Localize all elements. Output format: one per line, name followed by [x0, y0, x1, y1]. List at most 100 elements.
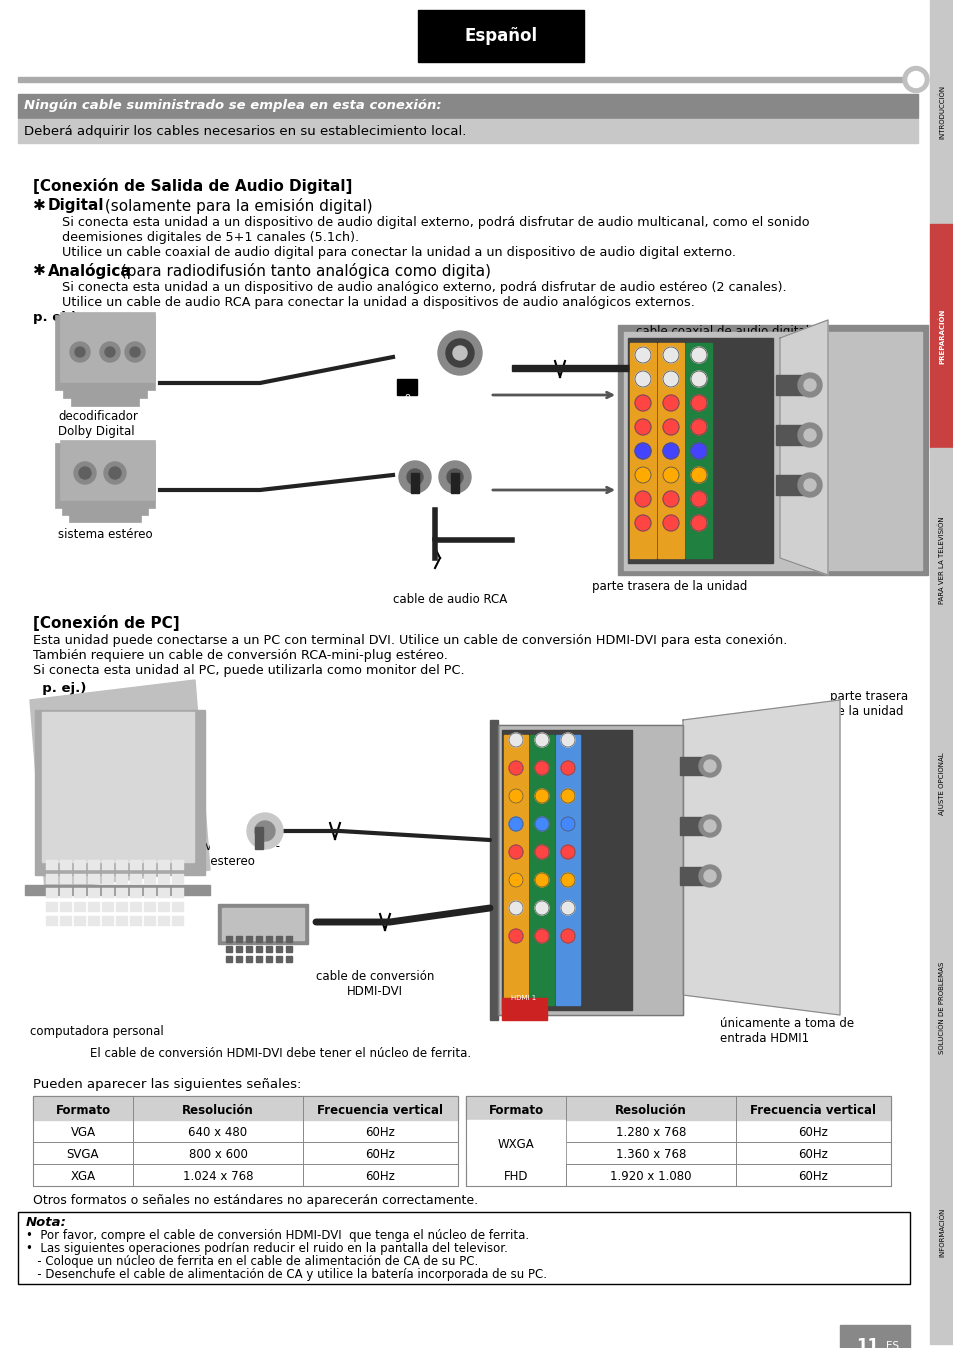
- Bar: [158, 888, 170, 898]
- Text: 60Hz: 60Hz: [798, 1127, 827, 1139]
- Bar: [60, 917, 71, 926]
- Bar: [172, 902, 184, 913]
- Bar: [33, 1096, 457, 1120]
- Text: [Conexión de Salida de Audio Digital]: [Conexión de Salida de Audio Digital]: [33, 178, 352, 194]
- Bar: [286, 946, 292, 952]
- Bar: [130, 917, 142, 926]
- Bar: [74, 860, 86, 869]
- Text: 11: 11: [856, 1337, 879, 1348]
- Circle shape: [662, 371, 679, 387]
- Circle shape: [75, 346, 85, 357]
- Circle shape: [560, 874, 575, 887]
- Bar: [102, 888, 113, 898]
- Circle shape: [690, 491, 706, 507]
- Bar: [266, 956, 272, 962]
- Bar: [172, 874, 184, 884]
- Circle shape: [104, 462, 126, 484]
- Text: - Coloque un núcleo de ferrita en el cable de alimentación de CA de su PC.: - Coloque un núcleo de ferrita en el cab…: [26, 1255, 477, 1268]
- Text: cable de audio RCA: cable de audio RCA: [393, 593, 507, 607]
- Bar: [623, 332, 921, 570]
- Text: Nota:: Nota:: [26, 1216, 67, 1229]
- Bar: [497, 725, 682, 1015]
- Text: computadora personal: computadora personal: [30, 1024, 164, 1038]
- Bar: [74, 874, 86, 884]
- Circle shape: [703, 820, 716, 832]
- Circle shape: [560, 929, 575, 944]
- Text: Formato: Formato: [55, 1104, 111, 1116]
- Text: Deberá adquirir los cables necesarios en su establecimiento local.: Deberá adquirir los cables necesarios en…: [24, 124, 466, 137]
- Bar: [275, 946, 282, 952]
- Circle shape: [907, 71, 923, 88]
- Text: 60Hz: 60Hz: [798, 1170, 827, 1184]
- Text: 1.280 x 768: 1.280 x 768: [616, 1127, 685, 1139]
- Text: cable de conversión RCA-
miniplug estéreo: cable de conversión RCA- miniplug estére…: [130, 840, 280, 868]
- Circle shape: [803, 479, 815, 491]
- Bar: [679, 867, 709, 886]
- Text: WXGA: WXGA: [497, 1138, 534, 1150]
- Bar: [42, 712, 193, 861]
- Bar: [60, 888, 71, 898]
- Bar: [130, 888, 142, 898]
- Text: 1.024 x 768: 1.024 x 768: [183, 1170, 253, 1184]
- Circle shape: [398, 461, 431, 493]
- Bar: [929, 673, 953, 896]
- Bar: [74, 917, 86, 926]
- Bar: [512, 365, 629, 371]
- Bar: [172, 860, 184, 869]
- Circle shape: [509, 874, 522, 887]
- Bar: [775, 375, 810, 395]
- Bar: [62, 450, 148, 515]
- Bar: [556, 735, 579, 1006]
- Text: parte trasera
de la unidad: parte trasera de la unidad: [829, 690, 907, 718]
- Text: Otros formatos o señales no estándares no aparecerán correctamente.: Otros formatos o señales no estándares n…: [33, 1194, 477, 1206]
- Bar: [46, 860, 58, 869]
- Text: o: o: [404, 392, 410, 402]
- Circle shape: [109, 466, 121, 479]
- Bar: [102, 917, 113, 926]
- Bar: [144, 888, 156, 898]
- Bar: [35, 710, 205, 875]
- Text: 1.360 x 768: 1.360 x 768: [616, 1148, 685, 1162]
- Circle shape: [447, 469, 462, 485]
- Text: PARA VER LA TELEVISIÓN: PARA VER LA TELEVISIÓN: [938, 516, 944, 604]
- Bar: [25, 886, 210, 895]
- Text: HDMI 1: HDMI 1: [511, 995, 536, 1002]
- Bar: [88, 874, 100, 884]
- Text: Digital: Digital: [48, 198, 105, 213]
- Bar: [116, 888, 128, 898]
- Bar: [88, 917, 100, 926]
- Bar: [929, 448, 953, 673]
- Bar: [417, 9, 583, 62]
- Bar: [255, 956, 262, 962]
- Bar: [172, 888, 184, 898]
- Bar: [246, 936, 252, 942]
- Circle shape: [902, 66, 928, 93]
- Circle shape: [635, 346, 650, 363]
- Bar: [158, 902, 170, 913]
- Circle shape: [635, 443, 650, 460]
- Circle shape: [662, 515, 679, 531]
- Bar: [46, 874, 58, 884]
- Circle shape: [70, 342, 90, 363]
- Bar: [929, 224, 953, 448]
- Circle shape: [703, 760, 716, 772]
- Bar: [46, 902, 58, 913]
- Circle shape: [437, 332, 481, 375]
- Text: sistema estéreo: sistema estéreo: [58, 528, 152, 541]
- Bar: [465, 1096, 890, 1186]
- Bar: [393, 319, 482, 386]
- Circle shape: [453, 346, 467, 360]
- Text: (para radiodifusión tanto analógica como digita): (para radiodifusión tanto analógica como…: [116, 263, 491, 279]
- Bar: [246, 956, 252, 962]
- Circle shape: [662, 491, 679, 507]
- Bar: [18, 119, 917, 143]
- Text: Si conecta esta unidad a un dispositivo de audio digital externo, podrá disfruta: Si conecta esta unidad a un dispositivo …: [62, 216, 809, 229]
- Circle shape: [254, 821, 274, 841]
- Bar: [396, 379, 416, 395]
- Bar: [490, 720, 497, 1020]
- Bar: [465, 1096, 890, 1120]
- Bar: [275, 936, 282, 942]
- Polygon shape: [780, 319, 827, 576]
- Bar: [530, 735, 554, 1006]
- Circle shape: [535, 817, 548, 830]
